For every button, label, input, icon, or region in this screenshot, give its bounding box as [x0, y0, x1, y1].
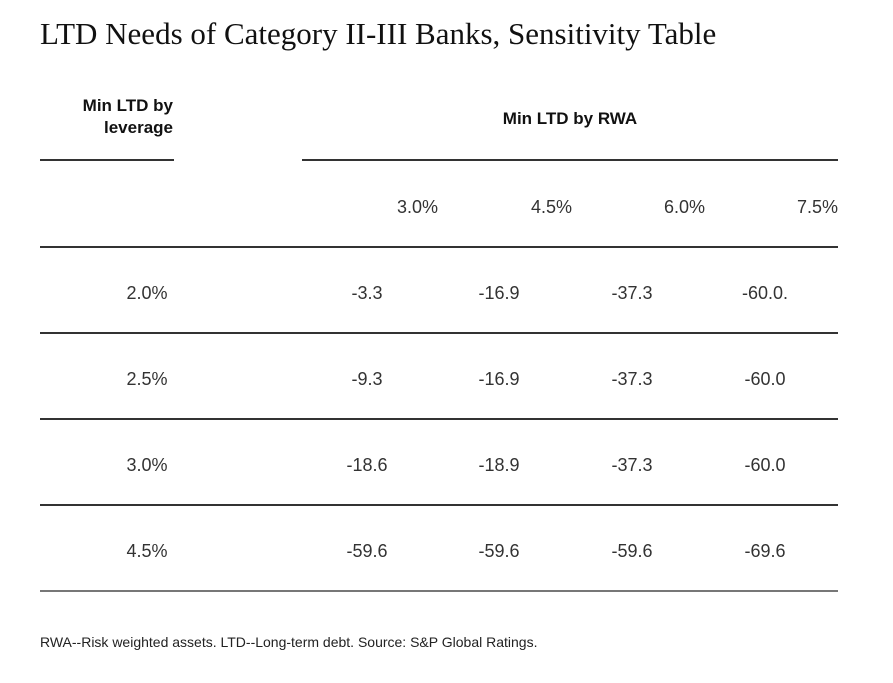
row-label: 2.0%	[126, 283, 168, 303]
column-header-3-0: 3.0%	[396, 197, 438, 217]
column-group-rule	[302, 159, 838, 161]
row-divider	[40, 418, 838, 420]
table-cell: -69.6	[744, 541, 786, 561]
row-header-rule	[40, 159, 174, 161]
table-cell: -18.9	[478, 455, 520, 475]
table-cell: -37.3	[611, 283, 653, 303]
column-header-4-5: 4.5%	[530, 197, 572, 217]
table-cell: -16.9	[478, 369, 520, 389]
column-header-7-5: 7.5%	[796, 197, 838, 217]
row-divider	[40, 332, 838, 334]
row-header-line-2: leverage	[104, 118, 173, 137]
footnote: RWA--Risk weighted assets. LTD--Long-ter…	[40, 634, 538, 650]
table-cell: -37.3	[611, 369, 653, 389]
table-cell: -60.0	[744, 369, 786, 389]
row-header-line-1: Min LTD by	[82, 96, 173, 115]
table-bottom-rule	[40, 590, 838, 592]
table-cell: -60.0.	[741, 283, 789, 303]
table-cell: -59.6	[346, 541, 388, 561]
column-group-header: Min LTD by RWA	[502, 109, 638, 128]
table-title: LTD Needs of Category II-III Banks, Sens…	[40, 16, 717, 51]
table-cell: -59.6	[611, 541, 653, 561]
table-cell: -37.3	[611, 455, 653, 475]
row-header: Min LTD by leverage	[40, 95, 173, 139]
table-cell: -16.9	[478, 283, 520, 303]
table-cell: -59.6	[478, 541, 520, 561]
column-header-6-0: 6.0%	[663, 197, 705, 217]
row-label: 3.0%	[126, 455, 168, 475]
header-rule	[40, 246, 838, 248]
table-cell: -3.3	[351, 283, 383, 303]
row-label: 4.5%	[126, 541, 168, 561]
row-label: 2.5%	[126, 369, 168, 389]
table-cell: -18.6	[346, 455, 388, 475]
table-cell: -9.3	[351, 369, 383, 389]
table-cell: -60.0	[744, 455, 786, 475]
row-divider	[40, 504, 838, 506]
